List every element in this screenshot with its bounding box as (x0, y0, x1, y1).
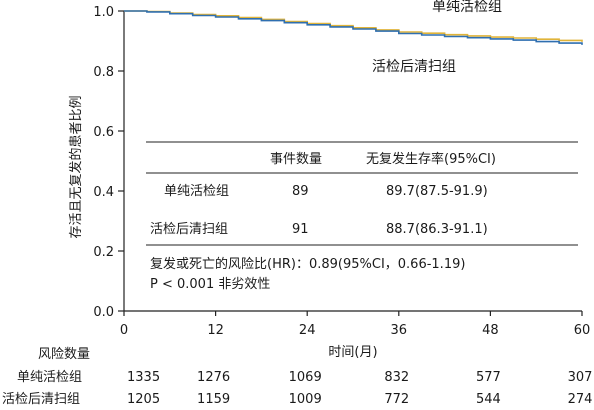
risk-value: 544 (476, 392, 501, 407)
y-axis-title: 存活且无复发的患者比例 (68, 95, 84, 238)
risk-value: 1335 (127, 370, 160, 385)
y-tick-label: 1.0 (93, 5, 114, 20)
y-tick-label: 0.6 (93, 125, 114, 140)
legend-label-2: 活检后清扫组 (372, 59, 456, 75)
inset-header-cell: 无复发生存率(95%CI) (366, 151, 496, 167)
axes: 0.0 0.2 0.4 0.6 0.8 1.0 0 12 24 36 48 60 时间(月) 存活且无复发… (68, 5, 590, 360)
inset-note-p: P < 0.001 非劣效性 (150, 277, 270, 292)
series-lines (124, 10, 583, 45)
risk-row-label: 活检后清扫组 (2, 392, 80, 407)
legend-label-1: 单纯活检组 (432, 0, 502, 15)
x-tick-label: 60 (574, 323, 591, 338)
x-tick-label: 24 (299, 323, 316, 338)
risk-value: 1069 (289, 370, 322, 385)
inset-cell: 88.7(86.3-91.1) (386, 222, 488, 237)
inset-cell: 89 (292, 184, 309, 199)
y-tick-label: 0.2 (93, 245, 114, 260)
risk-value: 1009 (289, 392, 322, 407)
x-tick-label: 0 (120, 323, 128, 338)
inset-header-cell: 事件数量 (270, 152, 322, 167)
y-tick-label: 0.4 (93, 185, 114, 200)
inset-cell: 单纯活检组 (164, 184, 229, 199)
series-line-2 (124, 10, 583, 45)
risk-value: 274 (568, 392, 593, 407)
risk-value: 577 (476, 370, 501, 385)
risk-value: 1276 (197, 370, 230, 385)
risk-value: 772 (384, 392, 409, 407)
risk-table-title: 风险数量 (38, 347, 90, 362)
x-tick-label: 12 (207, 323, 224, 338)
risk-value: 832 (384, 370, 409, 385)
x-tick-label: 36 (391, 323, 408, 338)
risk-row-label: 单纯活检组 (17, 370, 82, 385)
inset-table: 事件数量 无复发生存率(95%CI) 单纯活检组 89 89.7(87.5-91.9) 活… (146, 141, 578, 292)
risk-value: 307 (568, 370, 593, 385)
x-axis-title: 时间(月) (328, 345, 377, 360)
inset-note-hr: 复发或死亡的风险比(HR)：0.89(95%CI，0.66-1.19) (150, 256, 465, 272)
x-tick-label: 48 (482, 323, 499, 338)
inset-cell: 91 (292, 222, 309, 237)
risk-value: 1205 (127, 392, 160, 407)
risk-value: 1159 (197, 392, 230, 407)
inset-cell: 89.7(87.5-91.9) (386, 184, 488, 199)
y-tick-label: 0.0 (93, 305, 114, 320)
inset-cell: 活检后清扫组 (150, 222, 228, 237)
y-tick-label: 0.8 (93, 65, 114, 80)
